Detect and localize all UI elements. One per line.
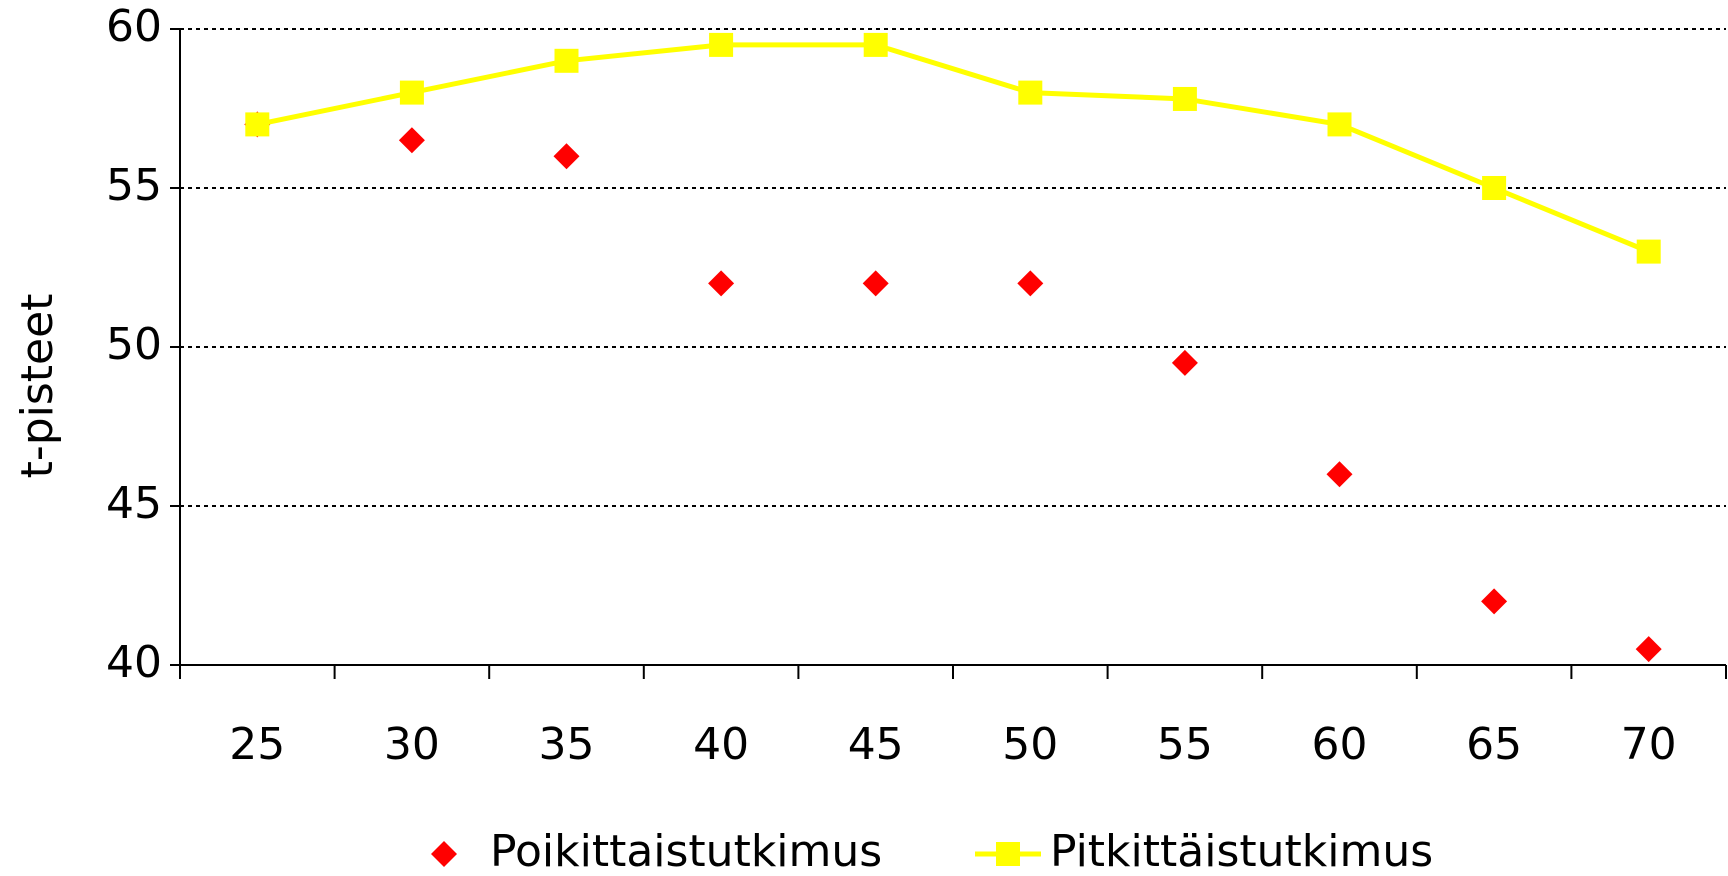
point bbox=[1327, 112, 1352, 137]
point bbox=[1482, 176, 1507, 200]
x-tick-label: 35 bbox=[539, 719, 595, 770]
point bbox=[708, 270, 735, 297]
legend-label: Pitkittäistutkimus bbox=[1050, 826, 1433, 876]
legend-label: Poikittaistutkimus bbox=[490, 826, 882, 876]
y-tick-label: 40 bbox=[106, 637, 162, 688]
point bbox=[399, 80, 424, 105]
point bbox=[1017, 270, 1044, 297]
point bbox=[709, 32, 734, 57]
y-tick-label: 45 bbox=[106, 478, 162, 529]
x-tick-label: 25 bbox=[229, 719, 285, 770]
point bbox=[1171, 349, 1198, 376]
point bbox=[1636, 239, 1661, 264]
x-tick-label: 50 bbox=[1002, 719, 1058, 770]
x-tick-label: 45 bbox=[848, 719, 904, 770]
point bbox=[1635, 636, 1662, 663]
x-tick-label: 55 bbox=[1157, 719, 1213, 770]
x-tick-label: 65 bbox=[1466, 719, 1522, 770]
point bbox=[553, 143, 580, 170]
y-tick-label: 55 bbox=[106, 160, 162, 211]
y-axis-title: t-pisteet bbox=[12, 294, 63, 479]
point bbox=[863, 32, 888, 57]
point bbox=[1018, 80, 1043, 105]
point bbox=[1172, 86, 1197, 111]
series-line bbox=[256, 42, 1650, 254]
x-tick-label: 40 bbox=[693, 719, 749, 770]
y-tick-label: 60 bbox=[106, 1, 162, 52]
x-tick-label: 70 bbox=[1621, 719, 1677, 770]
point bbox=[398, 127, 425, 154]
point bbox=[862, 270, 889, 297]
y-tick-label: 50 bbox=[106, 319, 162, 370]
point bbox=[554, 48, 579, 73]
point bbox=[1481, 588, 1508, 615]
x-tick-label: 60 bbox=[1312, 719, 1368, 770]
legend-marker bbox=[996, 842, 1020, 866]
legend-marker bbox=[431, 841, 457, 867]
x-tick-label: 30 bbox=[384, 719, 440, 770]
point bbox=[245, 112, 270, 137]
point bbox=[1326, 461, 1353, 488]
